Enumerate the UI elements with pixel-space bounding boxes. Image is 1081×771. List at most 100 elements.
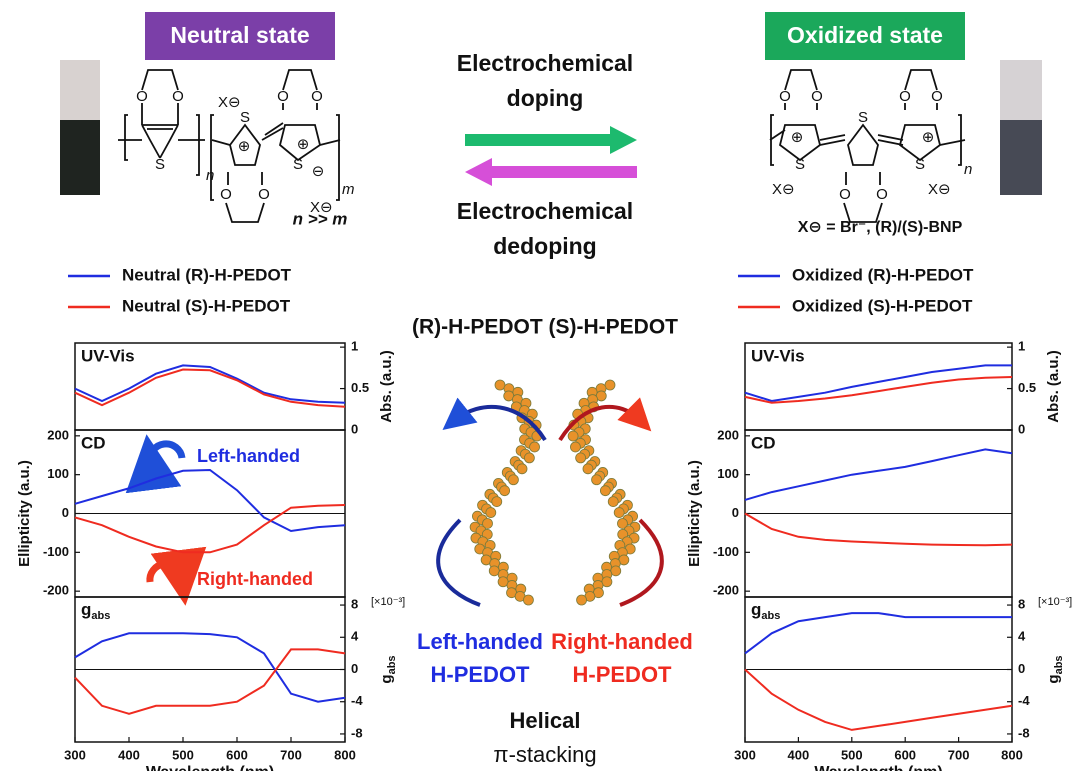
molecule (583, 464, 593, 474)
panel-title: CD (751, 433, 776, 452)
state-label: Neutral state (170, 22, 309, 48)
series-line (75, 633, 345, 701)
process-label: dedoping (493, 233, 596, 259)
state-label: Oxidized state (787, 22, 943, 48)
x-tick-label: 500 (172, 747, 194, 762)
legend-label: Neutral (R)-H-PEDOT (122, 265, 292, 284)
panel-title: CD (81, 433, 106, 452)
y-tick-label: 0.5 (1018, 380, 1036, 395)
y-axis-title: Ellipticity (a.u.) (16, 460, 33, 567)
molecule (614, 508, 624, 518)
y-tick-label: 8 (351, 596, 358, 611)
series-line (75, 649, 345, 713)
molecule (605, 380, 615, 390)
y-tick-label: 100 (717, 466, 739, 481)
process-label: Electrochemical (457, 50, 633, 76)
molecule (577, 595, 587, 605)
x-tick-label: 400 (788, 747, 810, 762)
molecule (592, 475, 602, 485)
y-tick-label: 0 (1018, 661, 1025, 676)
molecule (489, 566, 499, 576)
helix-label: π-stacking (493, 742, 596, 767)
y-tick-label: -200 (713, 583, 739, 598)
panel-title: UV-Vis (751, 346, 805, 365)
series-line (745, 613, 1012, 653)
y-axis-title: Ellipticity (a.u.) (686, 460, 703, 567)
panel-title: gabs (751, 600, 780, 621)
helix-label: H-PEDOT (573, 662, 673, 687)
y-tick-label: 0.5 (351, 380, 369, 395)
figure: Neutral state Oxidized state O O S n X⊖ … (0, 0, 1081, 771)
ratio: n >> m (293, 209, 348, 228)
label-main: g (751, 600, 761, 619)
molecule (600, 486, 610, 496)
annotation: Right-handed (197, 569, 313, 589)
atom: X⊖ (772, 181, 795, 198)
molecule (486, 508, 496, 518)
x-tick-label: 300 (64, 747, 86, 762)
counterion: X⊖ = Br⁻, (R)/(S)-BNP (798, 219, 963, 236)
series-line (745, 449, 1012, 500)
helix-arrow (438, 520, 480, 605)
atom: S (240, 109, 250, 126)
y-tick-label: -200 (43, 583, 69, 598)
label-main: g (378, 674, 395, 683)
y-multiplier: [×10⁻³] (1038, 596, 1072, 608)
y-tick-label: 0 (351, 661, 358, 676)
y-tick-label: 0 (732, 505, 739, 520)
atom: O (779, 88, 791, 105)
atom: O (277, 88, 289, 105)
y-axis-title: gabs (378, 655, 398, 683)
series-line (745, 365, 1012, 401)
photo (1000, 120, 1042, 195)
atom: ⊕ (238, 138, 251, 155)
atom: S (915, 156, 925, 173)
y-tick-label: 200 (717, 427, 739, 442)
atom: O (258, 186, 270, 203)
y-tick-label: 0 (62, 505, 69, 520)
y-tick-label: 8 (1018, 596, 1025, 611)
x-axis-title: Wavelength (nm) (814, 764, 942, 771)
x-tick-label: 800 (334, 747, 356, 762)
atom: O (899, 88, 911, 105)
molecule (608, 497, 618, 507)
panel-title: gabs (81, 600, 110, 621)
atom: ⊕ (297, 136, 310, 153)
legend-label: Oxidized (S)-H-PEDOT (792, 296, 973, 315)
helix-label: H-PEDOT (431, 662, 531, 687)
label-sub: abs (386, 655, 398, 674)
y-tick-label: -8 (1018, 725, 1030, 740)
atom: n (206, 167, 214, 184)
helix-image (470, 380, 640, 605)
atom: X⊖ (928, 181, 951, 198)
molecule (576, 453, 586, 463)
atom: S (293, 156, 303, 173)
x-tick-label: 600 (894, 747, 916, 762)
atom: S (858, 109, 868, 126)
y-tick-label: -4 (1018, 693, 1030, 708)
arrow (465, 126, 637, 154)
y-tick-label: 4 (351, 629, 359, 644)
neutral-structure: O O S n X⊖ S ⊕ O O S ⊕ ⊖ O O X⊖ m n >> m (118, 70, 355, 228)
y-multiplier: [×10⁻³] (371, 596, 405, 608)
atom: O (136, 88, 148, 105)
series-line (745, 514, 1012, 546)
atom: S (155, 156, 165, 173)
label-main: g (1045, 674, 1062, 683)
molecule (517, 464, 527, 474)
x-axis-title: Wavelength (nm) (146, 764, 274, 771)
y-axis-title: gabs (1045, 655, 1065, 683)
y-tick-label: 0 (1018, 421, 1025, 436)
y-axis-title: Abs. (a.u.) (1045, 350, 1062, 423)
label-main: g (81, 600, 91, 619)
label-sub: abs (1053, 655, 1065, 674)
y-tick-label: 0 (351, 421, 358, 436)
label-sub: abs (91, 610, 110, 622)
rotation-icon (150, 564, 182, 582)
atom: ⊕ (791, 129, 804, 146)
molecule (500, 486, 510, 496)
y-tick-label: 4 (1018, 629, 1026, 644)
y-tick-label: -100 (713, 544, 739, 559)
helix-label: Left-handed (417, 629, 543, 654)
atom: ⊕ (922, 129, 935, 146)
